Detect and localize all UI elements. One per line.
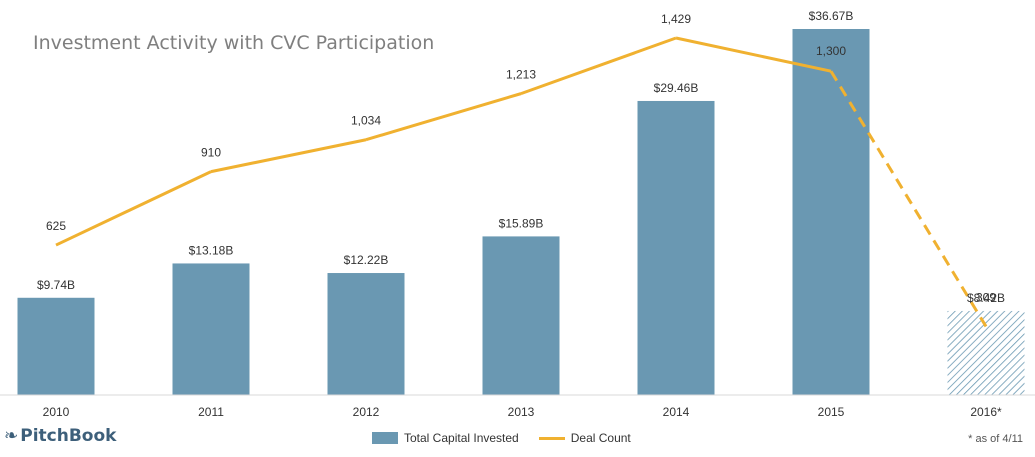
legend-line-label: Deal Count	[570, 431, 631, 445]
bar-2010	[17, 297, 95, 395]
deal-count-line-segment	[520, 36, 677, 96]
bars-layer	[17, 29, 1025, 395]
deal-count-line-segment	[55, 170, 212, 247]
deal-count-line-segment	[210, 138, 367, 174]
x-tick-label: 2014	[663, 405, 690, 419]
chart-title: Investment Activity with CVC Participati…	[33, 32, 435, 54]
deal-count-label: 309	[976, 290, 996, 304]
bar-value-label: $12.22B	[344, 253, 389, 267]
bar-2014	[637, 100, 715, 395]
brand-name: PitchBook	[20, 426, 117, 446]
legend-bar-label: Total Capital Invested	[404, 431, 519, 445]
bar-value-label: $13.18B	[189, 243, 234, 257]
legend-line-swatch	[538, 436, 565, 440]
x-tick-label: 2012	[353, 405, 380, 419]
bar-value-label: $36.67B	[809, 9, 854, 23]
x-tick-label: 2011	[198, 405, 224, 419]
deal-count-label: 1,429	[661, 12, 691, 26]
x-tick-label: 2016*	[970, 405, 1002, 419]
x-tick-label: 2010	[43, 405, 70, 419]
deal-count-label: 1,213	[506, 68, 536, 82]
deal-count-line-segment	[365, 92, 522, 142]
pitchbook-logo: ❧ PitchBook	[4, 426, 116, 446]
x-tick-label: 2015	[818, 405, 845, 419]
deal-count-line-projected	[829, 70, 988, 328]
deal-count-label: 625	[46, 219, 66, 233]
footnote: * as of 4/11	[968, 433, 1023, 445]
deal-count-line-segment	[675, 36, 832, 73]
chart-legend: Total Capital Invested Deal Count	[372, 431, 631, 445]
deal-count-label: 910	[201, 146, 221, 160]
labels-layer: $9.74B 2010 $13.18B 2011 $12.22B 2012 $15.89B 2…	[37, 9, 1005, 419]
bar-value-label: $15.89B	[499, 216, 544, 230]
line-layer	[55, 36, 988, 328]
bar-value-label: $29.46B	[654, 81, 699, 95]
bar-value-label: $8.42B	[967, 291, 1005, 305]
deal-count-label: 1,300	[816, 44, 846, 58]
bar-2012	[327, 273, 405, 395]
bar-2015	[792, 29, 870, 395]
legend-bar-swatch	[372, 432, 398, 444]
bar-2013	[482, 236, 560, 395]
x-tick-label: 2013	[508, 405, 535, 419]
leaf-icon: ❧	[4, 426, 19, 446]
deal-count-label: 1,034	[351, 114, 381, 128]
bar-2011	[172, 263, 250, 395]
bar-value-label: $9.74B	[37, 278, 75, 292]
